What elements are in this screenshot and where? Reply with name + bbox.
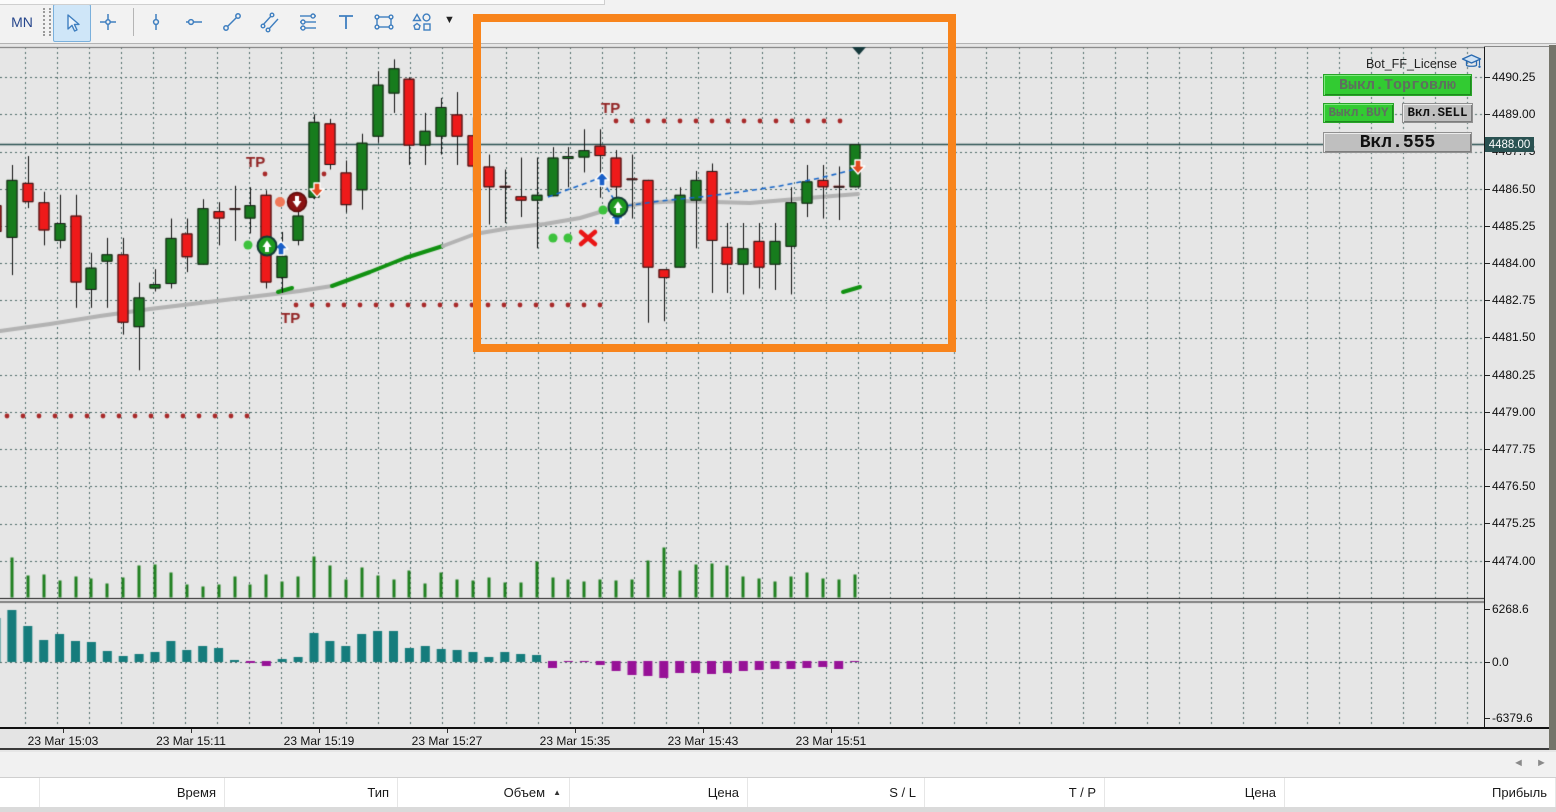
crosshair-icon bbox=[97, 11, 119, 33]
time-axis-label: 23 Mar 15:19 bbox=[283, 734, 355, 748]
price-axis-label: 4485.25 bbox=[1485, 219, 1535, 233]
tools-dropdown-caret[interactable]: ▼ bbox=[444, 14, 455, 26]
scroll-right-icon[interactable]: ► bbox=[1536, 757, 1547, 769]
shapes-tool-button[interactable] bbox=[404, 4, 440, 40]
price-axis-label: 4484.00 bbox=[1485, 256, 1535, 270]
sort-ascending-icon: ▲ bbox=[553, 788, 561, 797]
graduation-cap-icon bbox=[1461, 53, 1482, 74]
channel-icon bbox=[259, 11, 281, 33]
text-tool-button[interactable] bbox=[328, 4, 364, 40]
price-axis-label: 4475.25 bbox=[1485, 516, 1535, 530]
price-axis-label: 4479.00 bbox=[1485, 405, 1535, 419]
price-axis-label: 4476.50 bbox=[1485, 479, 1535, 493]
toolbar-separator bbox=[133, 8, 134, 36]
toggle-sell-button[interactable]: Вкл.SELL bbox=[1402, 103, 1473, 123]
trade-table-footer bbox=[0, 807, 1556, 812]
toggle-555-button[interactable]: Вкл.555 bbox=[1323, 132, 1472, 153]
time-axis[interactable]: 23 Mar 15:03 23 Mar 15:11 23 Mar 15:19 23 M… bbox=[0, 727, 1556, 750]
rectangle-tool-button[interactable] bbox=[366, 4, 402, 40]
toolbar-grip[interactable] bbox=[43, 8, 51, 36]
column-header-8[interactable]: Прибыль bbox=[1285, 778, 1556, 807]
price-axis-label: 4481.50 bbox=[1485, 330, 1535, 344]
price-axis-label: 4486.50 bbox=[1485, 182, 1535, 196]
current-price-tag: 4488.00 bbox=[1485, 137, 1534, 152]
annotation-rectangle[interactable] bbox=[473, 14, 956, 352]
price-axis-label: 4489.00 bbox=[1485, 107, 1535, 121]
shapes-icon bbox=[411, 11, 433, 33]
price-axis-label: 4482.75 bbox=[1485, 293, 1535, 307]
titlebar-edge bbox=[0, 0, 605, 5]
price-axis[interactable]: 4490.254489.004487.754486.504485.254484.… bbox=[1484, 47, 1550, 728]
window-right-edge bbox=[1549, 45, 1556, 750]
price-axis-label: 0.0 bbox=[1485, 655, 1509, 669]
time-axis-label: 23 Mar 15:03 bbox=[27, 734, 99, 748]
channel-tool-button[interactable] bbox=[252, 4, 288, 40]
cursor-icon bbox=[61, 12, 83, 34]
toggle-buy-button[interactable]: Выкл.BUY bbox=[1323, 103, 1394, 123]
time-axis-tick bbox=[575, 729, 576, 733]
price-axis-label: 4474.00 bbox=[1485, 554, 1535, 568]
horizontal-line-icon bbox=[183, 11, 205, 33]
chart-toolbar: MN ▼ bbox=[0, 0, 1556, 44]
fibonacci-tool-button[interactable] bbox=[290, 4, 326, 40]
price-axis-label: -6379.6 bbox=[1485, 711, 1533, 725]
time-axis-label: 23 Mar 15:27 bbox=[411, 734, 483, 748]
time-axis-tick bbox=[63, 729, 64, 733]
trendline-icon bbox=[221, 11, 243, 33]
column-header-7[interactable]: Цена bbox=[1105, 778, 1285, 807]
time-axis-tick bbox=[831, 729, 832, 733]
time-axis-label: 23 Mar 15:51 bbox=[795, 734, 867, 748]
price-axis-label: 4480.25 bbox=[1485, 368, 1535, 382]
vertical-line-tool-button[interactable] bbox=[138, 4, 174, 40]
column-header-6[interactable]: T / P bbox=[925, 778, 1105, 807]
cursor-tool-button[interactable] bbox=[53, 4, 91, 42]
time-axis-tick bbox=[319, 729, 320, 733]
ea-license-label: Bot_FF_License bbox=[1360, 53, 1482, 74]
toggle-trading-button[interactable]: Выкл.Торговлю bbox=[1323, 74, 1472, 96]
column-header-4[interactable]: Цена bbox=[570, 778, 748, 807]
time-axis-tick bbox=[447, 729, 448, 733]
rectangle-icon bbox=[373, 11, 395, 33]
trendline-tool-button[interactable] bbox=[214, 4, 250, 40]
price-axis-label: 4477.75 bbox=[1485, 442, 1535, 456]
price-axis-label: 6268.6 bbox=[1485, 602, 1529, 616]
column-header-3[interactable]: Объем ▲ bbox=[398, 778, 570, 807]
vertical-line-icon bbox=[145, 11, 167, 33]
column-header-1[interactable]: Время bbox=[40, 778, 225, 807]
column-header-empty[interactable] bbox=[0, 778, 40, 807]
ea-license-text: Bot_FF_License bbox=[1365, 56, 1457, 71]
column-header-2[interactable]: Тип bbox=[225, 778, 398, 807]
text-icon bbox=[335, 11, 357, 33]
time-axis-label: 23 Mar 15:11 bbox=[156, 734, 226, 748]
column-header-5[interactable]: S / L bbox=[748, 778, 925, 807]
horizontal-scrollbar: ◄ ► bbox=[0, 752, 1556, 778]
time-axis-label: 23 Mar 15:35 bbox=[539, 734, 611, 748]
chart-canvas[interactable] bbox=[0, 45, 1484, 728]
crosshair-tool-button[interactable] bbox=[90, 4, 126, 40]
time-axis-label: 23 Mar 15:43 bbox=[667, 734, 739, 748]
time-axis-tick bbox=[191, 729, 192, 733]
scroll-left-icon[interactable]: ◄ bbox=[1513, 757, 1524, 769]
fibonacci-icon bbox=[297, 11, 319, 33]
horizontal-line-tool-button[interactable] bbox=[176, 4, 212, 40]
time-axis-tick bbox=[703, 729, 704, 733]
period-mn-button[interactable]: MN bbox=[11, 14, 33, 30]
price-axis-label: 4490.25 bbox=[1485, 70, 1535, 84]
